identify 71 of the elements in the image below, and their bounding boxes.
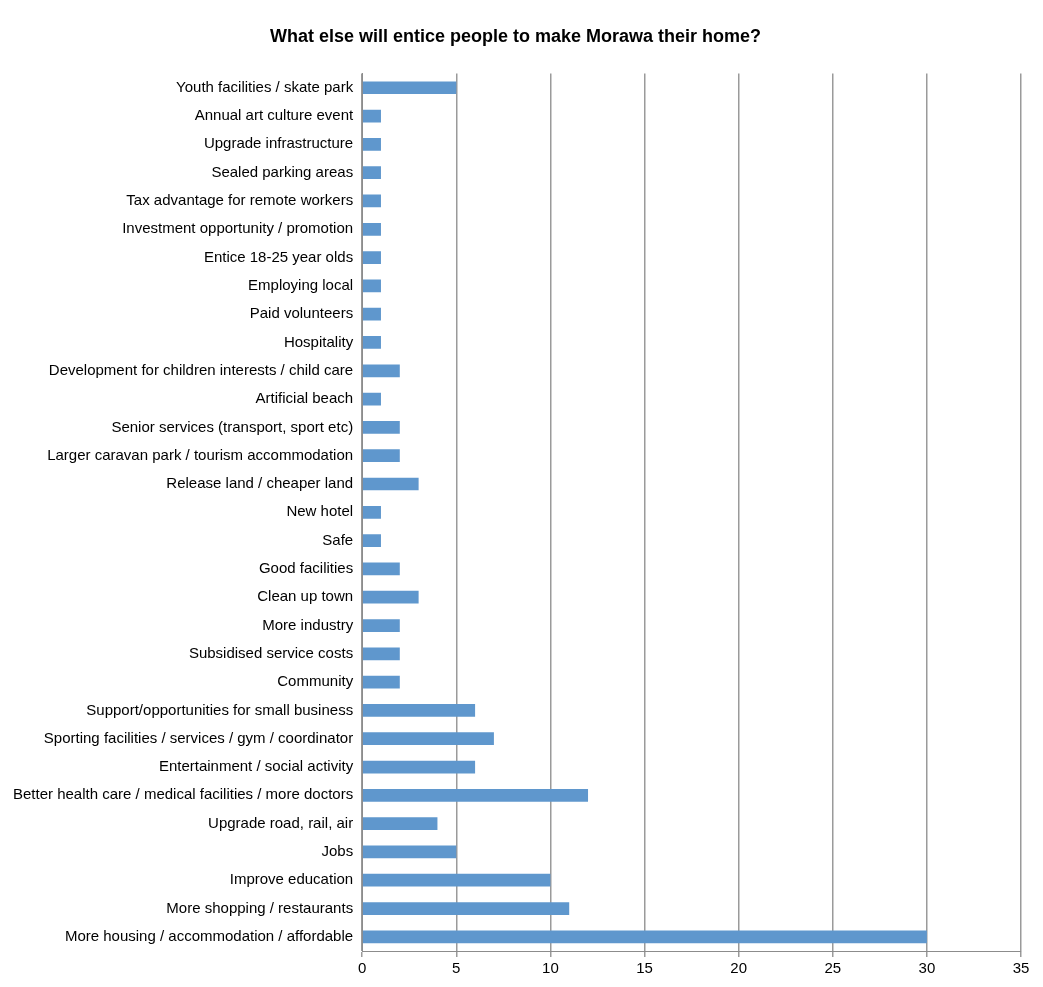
y-tick-label: Good facilities xyxy=(258,559,354,577)
bar xyxy=(362,421,400,434)
bar xyxy=(362,647,400,661)
x-tick-label: 5 xyxy=(452,959,461,977)
bar xyxy=(362,307,381,321)
y-tick-label: Improve education xyxy=(229,870,354,888)
y-tick-label: Investment opportunity / promotion xyxy=(122,219,354,237)
bar xyxy=(362,788,589,802)
bar xyxy=(362,336,381,349)
y-tick-label: Release land / cheaper land xyxy=(166,474,354,492)
bar xyxy=(362,534,381,547)
bar xyxy=(362,817,438,830)
bar xyxy=(362,449,400,463)
chart-title: What else will entice people to make Morawa their home? xyxy=(269,25,762,46)
bar xyxy=(362,675,400,689)
bar xyxy=(362,392,381,406)
y-tick-label: New hotel xyxy=(286,502,354,520)
bar xyxy=(362,704,476,717)
y-tick-label: Upgrade infrastructure xyxy=(203,134,354,152)
x-tick-label: 30 xyxy=(918,959,936,977)
x-tick-label: 20 xyxy=(730,959,747,977)
bar xyxy=(362,109,381,123)
y-tick-label: More housing / accommodation / affordable xyxy=(64,926,354,944)
y-tick-label: Hospitality xyxy=(283,332,354,350)
y-tick-label: Better health care / medical facilities / more doctors xyxy=(12,785,354,803)
bar xyxy=(362,902,570,915)
y-tick-label: Subsidised service costs xyxy=(188,643,354,661)
y-tick-label: Sealed parking areas xyxy=(211,162,354,180)
y-tick-label: More shopping / restaurants xyxy=(166,898,354,916)
y-tick-label: Sporting facilities / services / gym / coordinator xyxy=(43,728,354,746)
y-tick-label: Development for children interests / child care xyxy=(48,360,354,378)
bar xyxy=(362,873,551,887)
bar xyxy=(362,505,381,519)
y-tick-label: Clean up town xyxy=(257,587,354,605)
y-tick-label: Entertainment / social activity xyxy=(158,757,354,775)
x-tick-label: 25 xyxy=(824,959,842,977)
bar xyxy=(362,562,400,576)
y-tick-label: Jobs xyxy=(321,842,354,860)
y-tick-label: Annual art culture event xyxy=(194,106,354,124)
y-tick-label: Senior services (transport, sport etc) xyxy=(111,417,354,435)
y-tick-label: Youth facilities / skate park xyxy=(176,77,354,95)
y-tick-label: Employing local xyxy=(248,276,354,294)
y-tick-label: More industry xyxy=(262,615,354,633)
bar xyxy=(362,194,381,208)
bar xyxy=(362,279,381,293)
x-tick-label: 15 xyxy=(636,959,653,977)
x-tick-label: 35 xyxy=(1012,959,1030,977)
bar xyxy=(362,166,381,180)
bar xyxy=(362,364,400,378)
bar xyxy=(362,251,381,264)
y-tick-label: Paid volunteers xyxy=(249,304,354,322)
x-tick-label: 0 xyxy=(357,959,367,977)
bar xyxy=(362,930,927,944)
bar xyxy=(362,137,381,151)
y-tick-label: Artificial beach xyxy=(255,389,354,407)
bar xyxy=(362,590,419,604)
y-tick-label: Safe xyxy=(322,530,354,548)
y-tick-label: Tax advantage for remote workers xyxy=(126,191,354,209)
bar xyxy=(362,81,457,95)
bar xyxy=(362,732,494,746)
bar xyxy=(362,619,400,632)
y-tick-label: Larger caravan park / tourism accommodation xyxy=(47,445,354,463)
bar xyxy=(362,477,419,491)
y-tick-label: Community xyxy=(277,672,354,690)
bar xyxy=(362,760,476,774)
y-tick-label: Upgrade road, rail, air xyxy=(208,813,354,831)
bar xyxy=(362,845,457,859)
x-tick-label: 10 xyxy=(542,959,559,977)
y-tick-label: Entice 18-25 year olds xyxy=(203,247,354,265)
y-tick-label: Support/opportunities for small business xyxy=(86,700,354,718)
bar xyxy=(362,222,381,236)
